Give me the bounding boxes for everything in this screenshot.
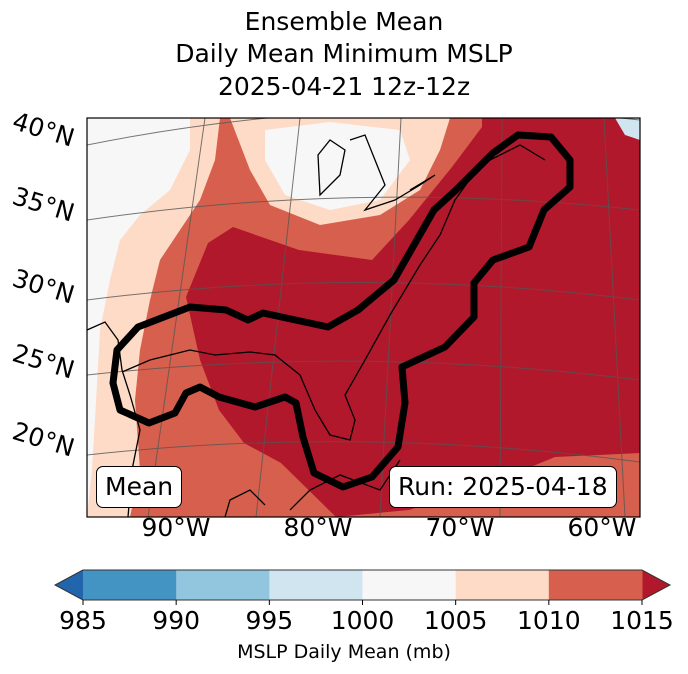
lon-label-80w: 80°W [283,513,353,542]
title-line-2: Daily Mean Minimum MSLP [175,39,513,68]
colorbar-segment [176,570,270,600]
lon-label-90w: 90°W [141,513,211,542]
colorbar-tick-label: 1010 [517,606,581,635]
coastlines [87,134,546,517]
gridlines [87,118,640,517]
colorbar-over-arrow [642,570,670,600]
lon-label-60w: 60°W [567,513,637,542]
colorbar-segment [269,570,363,600]
colorbar-segment [548,570,643,600]
colorbar-segment [362,570,457,600]
colorbar-tick-label: 990 [152,606,201,635]
colorbar-tick-label: 1015 [610,606,674,635]
title-line-3: 2025-04-21 12z-12z [217,72,471,101]
field-1000-1005-north [265,122,410,210]
title-line-1: Ensemble Mean [244,7,444,36]
colorbar-tick-label: 985 [59,606,107,635]
field-1000-1005-west [87,118,190,517]
run-date-box: Run: 2025-04-18 [389,466,617,508]
colorbar-segment [455,570,550,600]
ensemble-contour [109,131,574,491]
colorbar [53,569,672,605]
mean-label-box: Mean [96,466,183,508]
colorbar-tick-label: 1000 [330,606,395,635]
colorbar-under-arrow [55,570,83,600]
field-990-995 [615,118,640,140]
map-panel [87,118,640,517]
colorbar-tick-label: 1005 [423,606,488,635]
colorbar-label: MSLP Daily Mean (mb) [237,641,451,663]
colorbar-segment [83,570,177,600]
colorbar-tick-label: 995 [245,606,294,635]
lon-label-70w: 70°W [425,513,495,542]
map-frame [86,117,641,518]
